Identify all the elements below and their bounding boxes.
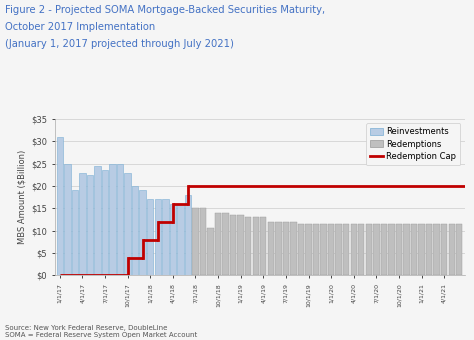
Bar (139, 190, 146, 275)
Bar (155, 200, 161, 275)
Bar (245, 217, 251, 275)
Bar (433, 224, 440, 275)
Bar (200, 208, 206, 275)
Bar (298, 224, 304, 275)
Bar (192, 208, 199, 275)
Bar (117, 164, 123, 275)
Bar (358, 224, 365, 275)
Bar (124, 173, 131, 275)
Bar (283, 222, 289, 275)
Bar (320, 224, 327, 275)
Bar (305, 224, 312, 275)
Bar (64, 164, 71, 275)
Text: Source: New York Federal Reserve, DoubleLine
SOMA = Federal Reserve System Open : Source: New York Federal Reserve, Double… (5, 325, 197, 338)
Bar (230, 215, 237, 275)
Bar (215, 213, 221, 275)
Bar (373, 224, 380, 275)
Bar (260, 217, 266, 275)
Bar (207, 228, 214, 275)
Bar (381, 224, 387, 275)
Text: (January 1, 2017 projected through July 2021): (January 1, 2017 projected through July … (5, 39, 234, 49)
Bar (411, 224, 417, 275)
Bar (351, 224, 357, 275)
Bar (79, 173, 86, 275)
Text: Figure 2 - Projected SOMA Mortgage-Backed Securities Maturity,: Figure 2 - Projected SOMA Mortgage-Backe… (5, 5, 325, 15)
Bar (419, 224, 425, 275)
Legend: Reinvestments, Redemptions, Redemption Cap: Reinvestments, Redemptions, Redemption C… (366, 123, 460, 165)
Bar (94, 166, 100, 275)
Bar (388, 224, 395, 275)
Bar (109, 164, 116, 275)
Bar (132, 186, 138, 275)
Bar (102, 170, 108, 275)
Bar (336, 224, 342, 275)
Bar (170, 204, 176, 275)
Bar (290, 222, 297, 275)
Bar (328, 224, 334, 275)
Bar (177, 204, 183, 275)
Y-axis label: MBS Amount ($Billion): MBS Amount ($Billion) (18, 150, 27, 244)
Bar (441, 224, 447, 275)
Bar (56, 137, 63, 275)
Bar (253, 217, 259, 275)
Text: October 2017 Implementation: October 2017 Implementation (5, 22, 155, 32)
Bar (343, 224, 349, 275)
Bar (185, 195, 191, 275)
Bar (313, 224, 319, 275)
Bar (72, 190, 78, 275)
Bar (365, 224, 372, 275)
Bar (396, 224, 402, 275)
Bar (162, 200, 168, 275)
Bar (268, 222, 274, 275)
Bar (87, 175, 93, 275)
Bar (222, 213, 229, 275)
Bar (456, 224, 463, 275)
Bar (426, 224, 432, 275)
Bar (448, 224, 455, 275)
Bar (147, 200, 154, 275)
Bar (275, 222, 282, 275)
Bar (237, 215, 244, 275)
Bar (403, 224, 410, 275)
